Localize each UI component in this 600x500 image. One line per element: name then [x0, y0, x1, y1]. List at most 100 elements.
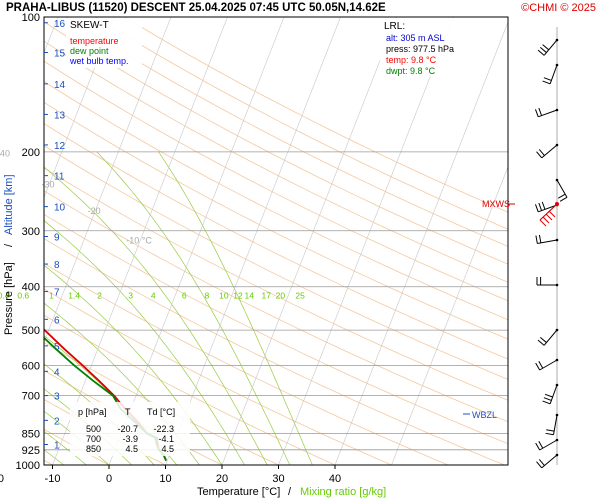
- barb-staff: [538, 109, 558, 118]
- wind-barb: [537, 328, 559, 346]
- altitude-tick-label: 11: [54, 172, 65, 183]
- barb-origin: [555, 413, 559, 417]
- altitude-tick-label: 2: [54, 416, 60, 427]
- y-axis-title-pressure: Pressure [hPa]: [3, 262, 15, 335]
- isotherm: [391, 165, 508, 465]
- legend-box: [66, 18, 142, 68]
- barb-flag: [558, 193, 566, 199]
- altitude-tick-label: 12: [54, 141, 66, 152]
- barb-origin: [555, 143, 559, 147]
- barb-flag: [541, 201, 546, 210]
- table-cell: -4.1: [158, 434, 174, 444]
- barb-flag: [538, 202, 543, 211]
- table-cell: 850: [86, 444, 101, 454]
- dry-adiabat: [124, 17, 508, 213]
- mixing-ratio-label: 0.4: [0, 291, 10, 301]
- altitude-tick-label: 3: [54, 392, 60, 403]
- barb-origin: [555, 328, 559, 332]
- barb-flag: [537, 339, 545, 346]
- table-cell: 700: [86, 434, 101, 444]
- isotherm-label: -40: [0, 149, 10, 159]
- mixing-ratio-label: 17: [261, 291, 271, 301]
- isotherm: [44, 17, 172, 343]
- barb-flag: [538, 459, 545, 466]
- pressure-tick-label: 400: [22, 282, 40, 294]
- dry-adiabat: [44, 60, 508, 302]
- altitude-tick-label: 1: [54, 441, 60, 452]
- barb-flag: [537, 49, 545, 56]
- wind-barb: [542, 63, 559, 85]
- data-table-box: [70, 402, 190, 456]
- x-tick-label: 20: [216, 473, 228, 485]
- barb-flag: [535, 362, 541, 371]
- barb-flag: [544, 393, 553, 398]
- dry-adiabat: [44, 145, 508, 380]
- mixing-ratio-label: 12: [233, 291, 243, 301]
- wind-barbs: [535, 27, 568, 469]
- table-header-p: p [hPa]: [78, 407, 107, 417]
- legend-item-wet-bulb: wet bulb temp.: [69, 56, 129, 66]
- barb-origin: [555, 108, 559, 112]
- lrl-box: [380, 18, 484, 76]
- barb-flag: [535, 235, 538, 244]
- dry-adiabat: [44, 123, 508, 360]
- plot-frame: [43, 16, 509, 466]
- barb-flag: [539, 219, 547, 227]
- table-cell: -3.9: [122, 434, 138, 444]
- pressure-tick-label: 500: [22, 325, 40, 337]
- isotherm-label: -20: [88, 206, 101, 216]
- barb-flag: [546, 429, 555, 432]
- altitude-tick-label: 5: [54, 342, 60, 353]
- barb-flag: [545, 213, 553, 221]
- barb-flag: [538, 441, 544, 449]
- wind-barb: [535, 234, 559, 244]
- barb-origin: [555, 202, 559, 206]
- x-axis-title-separator: /: [288, 486, 292, 498]
- isotherm-label: -30: [41, 179, 54, 189]
- barb-staff: [539, 359, 558, 371]
- dry-adiabat: [44, 81, 508, 321]
- barb-flag: [543, 397, 552, 401]
- barb-flag: [536, 461, 543, 469]
- pressure-tick-label: 300: [22, 226, 40, 238]
- mxws-label: MXWS: [482, 199, 510, 209]
- mixing-ratio-label: 0.6: [17, 291, 29, 301]
- dry-adiabat: [44, 341, 280, 465]
- lrl-temperature: temp: 9.8 °C: [386, 55, 437, 65]
- altitude-tick-label: 10: [54, 203, 66, 214]
- isotherm: [221, 17, 398, 465]
- altitude-tick-label: 13: [54, 110, 66, 121]
- isotherm: [278, 17, 454, 465]
- legend-item-temperature: temperature: [70, 36, 119, 46]
- isotherm: [165, 17, 341, 465]
- dry-adiabat: [44, 213, 508, 445]
- wind-barb: [542, 383, 559, 405]
- wind-barb: [545, 413, 559, 436]
- lrl-dewpoint: dwpt: 9.8 °C: [386, 66, 436, 76]
- legend-title: SKEW-T: [70, 20, 109, 31]
- mixing-ratio-label: 4: [151, 291, 156, 301]
- barb-origin: [555, 358, 559, 362]
- isotherm: [44, 17, 115, 199]
- dry-adiabat: [44, 428, 110, 465]
- barb-staff: [549, 384, 558, 404]
- wind-barb: [555, 178, 568, 202]
- isotherm-label: -10 °C: [126, 235, 152, 245]
- barb-staff: [539, 439, 558, 451]
- x-tick-label: -10: [45, 473, 61, 485]
- barb-staff: [549, 64, 558, 84]
- dry-adiabat: [65, 17, 508, 247]
- dry-adiabat: [44, 21, 508, 265]
- dry-adiabat: [44, 40, 508, 283]
- altitude-tick-label: 16: [54, 19, 66, 30]
- barb-origin: [555, 63, 559, 67]
- legend-item-dew-point: dew point: [70, 46, 109, 56]
- wbzl-label: WBZL: [472, 410, 497, 420]
- altitude-tick-label: 4: [54, 367, 60, 378]
- moist-adiabat: [44, 430, 87, 465]
- dry-adiabat: [44, 167, 508, 401]
- y-axis-title-separator: /: [3, 243, 15, 247]
- pressure-tick-label: 1000: [16, 460, 40, 472]
- grid-label-layer: -80 °C-70-60-50-40-30-20-10 °C0.20.40.61…: [0, 149, 305, 301]
